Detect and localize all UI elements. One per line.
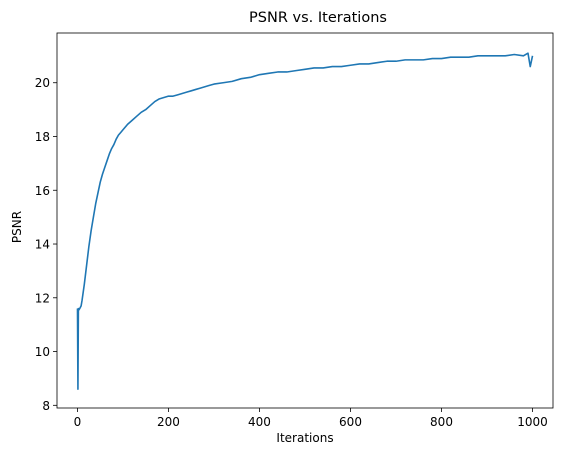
x-tick-label: 600 [339,415,362,429]
y-tick-label: 18 [35,130,50,144]
y-tick-label: 12 [35,291,50,305]
x-tick-label: 800 [430,415,453,429]
x-tick-label: 400 [248,415,271,429]
x-axis: 0 200 400 600 800 1000 [74,408,548,429]
y-tick-label: 8 [42,399,50,413]
plot-area [56,32,554,409]
y-tick-label: 10 [35,345,50,359]
plot-frame [56,32,554,409]
y-axis: 8 10 12 14 16 18 20 [35,76,57,413]
x-axis-label: Iterations [276,431,333,445]
y-tick-label: 16 [35,184,50,198]
x-tick-label: 0 [74,415,82,429]
series-line-0 [76,52,534,390]
chart-title: PSNR vs. Iterations [249,10,387,26]
y-axis-label: PSNR [10,211,24,243]
x-tick-label: 200 [157,415,180,429]
x-tick-label: 1000 [517,415,548,429]
y-tick-label: 20 [35,76,50,90]
y-tick-label: 14 [35,238,50,252]
